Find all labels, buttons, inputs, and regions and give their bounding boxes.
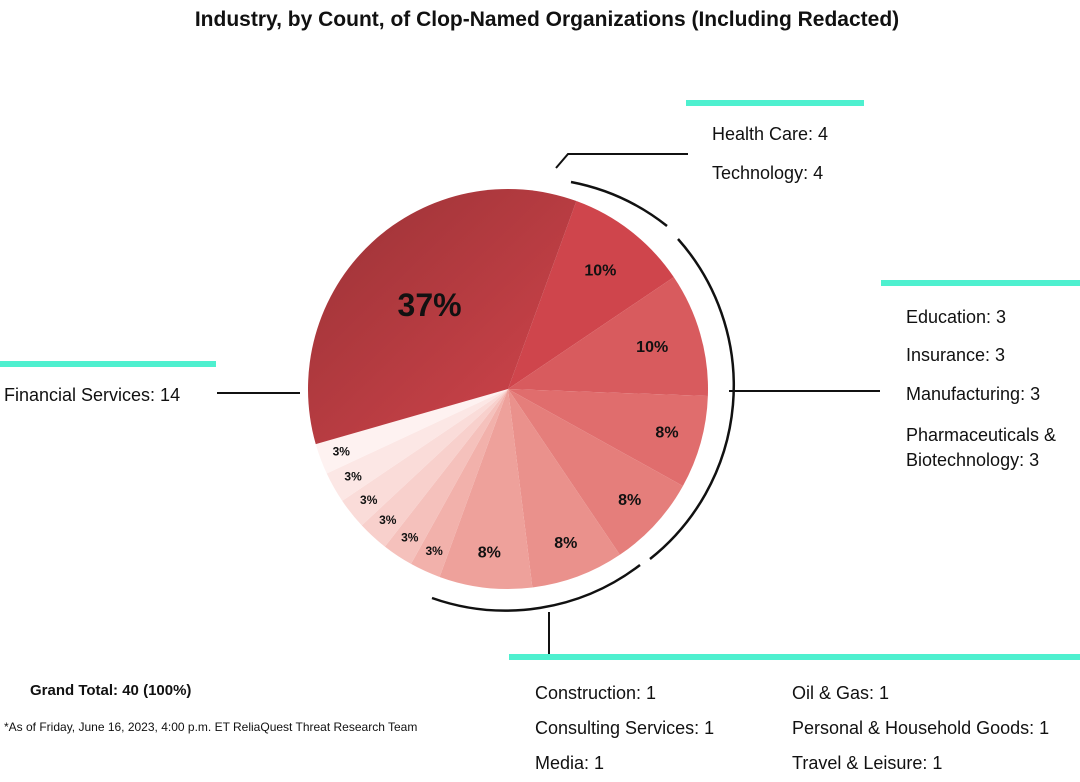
label-travel-leisure: Travel & Leisure: 1 [792,753,943,773]
pct-label-travel-and-leisure: 3% [333,444,351,458]
label-media: Media: 1 [535,753,605,773]
footnote: *As of Friday, June 16, 2023, 4:00 p.m. … [4,720,418,734]
pie-slice-manufacturing [508,389,620,588]
pct-label-manufacturing: 8% [554,535,577,552]
pct-label-consulting-services: 3% [401,530,419,544]
pie-slice-pharmaceuticals-and-biotechnology [439,389,533,589]
pie-slice-health-care [508,201,674,389]
pct-label-financial-services: 37% [398,287,462,323]
pct-label-insurance: 8% [618,492,641,509]
label-insurance: Insurance: 3 [906,345,1006,365]
label-technology: Technology: 4 [712,163,824,183]
pie-slice-personal-and-household-goods [326,389,508,501]
label-oil-gas: Oil & Gas: 1 [792,683,890,703]
chart-title: Industry, by Count, of Clop-Named Organi… [194,8,900,31]
label-education: Education: 3 [906,307,1007,327]
pct-label-oil-and-gas: 3% [360,493,378,507]
label-financial-services: Financial Services: 14 [4,385,181,405]
pie-slice-insurance [508,389,683,555]
accent-bar-left [0,361,216,367]
grand-total: Grand Total: 40 (100%) [30,682,192,699]
pct-label-personal-and-household-goods: 3% [344,470,362,484]
label-construction: Construction: 1 [535,683,657,703]
bracket-arc-right [649,238,735,560]
pie-slice-consulting-services [384,389,508,564]
pct-label-technology: 10% [636,339,668,356]
pie-slice-construction [411,389,508,577]
pie-slice-media [361,389,508,547]
bracket-arc-bottom [431,564,641,612]
pct-label-media: 3% [379,513,397,527]
label-pharma: Pharmaceuticals & Biotechnology: 3 [906,425,1057,470]
pie-slice-financial-services [307,188,577,445]
leader-line-top [555,153,688,169]
accent-bar-top [686,100,864,106]
label-personal-household: Personal & Household Goods: 1 [792,718,1050,738]
accent-bar-bottom [509,654,1080,660]
pie-slice-oil-and-gas [342,389,508,526]
pct-label-pharmaceuticals-and-biotechnology: 8% [478,544,501,561]
accent-bar-right [881,280,1080,286]
label-consulting: Consulting Services: 1 [535,718,715,738]
pct-label-health-care: 10% [584,262,616,279]
pie-slice-travel-and-leisure [315,389,508,474]
bracket-arc-top [570,180,668,227]
label-health-care: Health Care: 4 [712,124,829,144]
pie-slice-technology [508,277,708,396]
pct-label-education: 8% [655,425,678,442]
label-manufacturing: Manufacturing: 3 [906,384,1041,404]
pct-label-construction: 3% [426,544,444,558]
pie-slice-education [508,389,708,486]
